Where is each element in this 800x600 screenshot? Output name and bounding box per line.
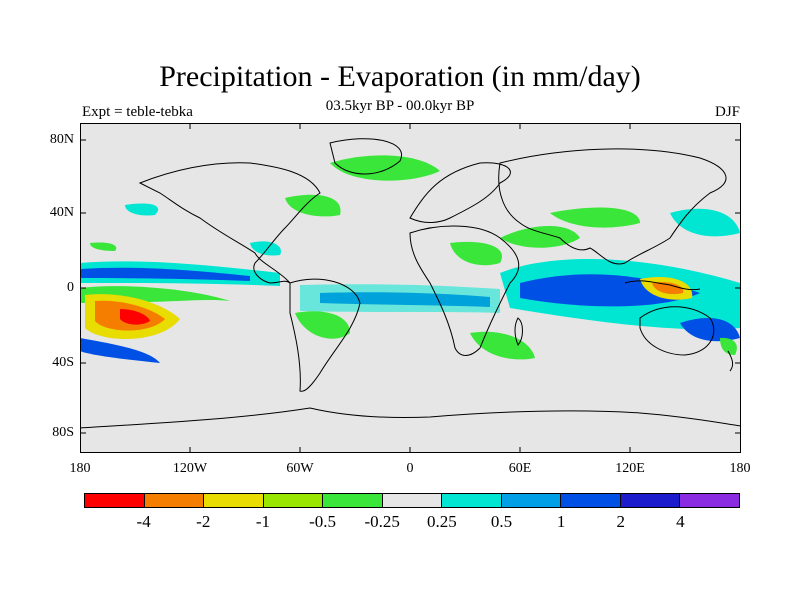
contour-north-atlantic [330,155,440,181]
coastline-madagascar [514,317,523,346]
coastline-indonesia [624,280,701,291]
experiment-label: Expt = teble-tebka [82,104,193,120]
contour-npac-1 [125,203,159,216]
contour-atlantic-mid [285,194,341,217]
colorbar-box [323,494,383,507]
colorbar-box [680,494,740,507]
lon-label-120e: 120E [615,461,645,476]
colorbar-label: 2 [616,512,625,531]
coastline-africa [409,225,520,356]
colorbar-label: -4 [136,512,151,531]
contour-wpac-north [670,208,740,237]
contour-sw-pacific-core [120,309,150,325]
contour-arabian [500,225,580,248]
lon-label-60e: 60E [508,461,532,476]
colorbar-label: -1 [255,512,270,531]
lon-label-180w: 180 [69,461,91,476]
lon-label-0: 0 [406,461,414,476]
world-map [80,123,741,453]
colorbar-label: 0.5 [490,512,513,531]
contour-pacific-band-core [80,267,250,281]
lat-label-80s: 80S [52,425,74,440]
colorbar-label: 1 [556,512,566,531]
contour-asia-north [550,207,640,228]
anomaly-contours [80,155,740,363]
contour-sw-pacific-wet [80,338,160,363]
plot-subtitle: 03.5kyr BP - 00.0kyr BP [325,98,475,114]
colorbar-box [263,494,324,507]
contour-africa-west [450,241,502,266]
lat-label-40n: 40N [49,205,74,220]
colorbar-label: -0.25 [364,512,400,531]
colorbar-label: 0.25 [426,512,457,531]
colorbar-box [620,494,681,507]
colorbar-label: -2 [196,512,211,531]
colorbar-box [382,494,443,507]
colorbar-box [561,494,621,507]
coastline-asia [498,148,727,265]
colorbar-label: -0.5 [309,512,336,531]
contour-maritime-dry-core [652,282,684,295]
contour-wpac-green [720,337,737,355]
map-ticks [80,123,741,453]
coastlines [80,138,741,429]
colorbar-box [501,494,562,507]
lat-label-0: 0 [67,280,74,295]
coastline-greenland [329,138,403,175]
contour-mozambique [470,331,535,360]
contour-atlantic-wet [250,241,281,256]
coastline-antarctica [80,407,741,429]
coastline-australia [639,306,715,356]
coastline-north-america [138,162,321,284]
contour-npac-2 [90,242,117,251]
lat-label-40s: 40S [52,355,74,370]
lat-label-80n: 80N [49,132,74,147]
contour-wpac-south [680,318,740,342]
coastline-europe [409,162,511,223]
coastline-south-america [289,278,361,392]
colorbar-box [442,494,502,507]
colorbar-label: 4 [676,512,685,531]
coastline-new-zealand [727,350,734,372]
lon-label-180e: 180 [729,461,751,476]
season-label: DJF [714,104,740,120]
lon-label-120w: 120W [172,461,208,476]
plot-title: Precipitation - Evaporation (in mm/day) [159,60,641,93]
lon-label-60w: 60W [286,461,314,476]
colorbar-box [144,494,205,507]
contour-atlantic-band-outer [300,284,500,313]
colorbar-box [85,494,145,507]
contour-south-america [295,311,350,339]
colorbar [84,493,740,508]
colorbar-box [204,494,264,507]
